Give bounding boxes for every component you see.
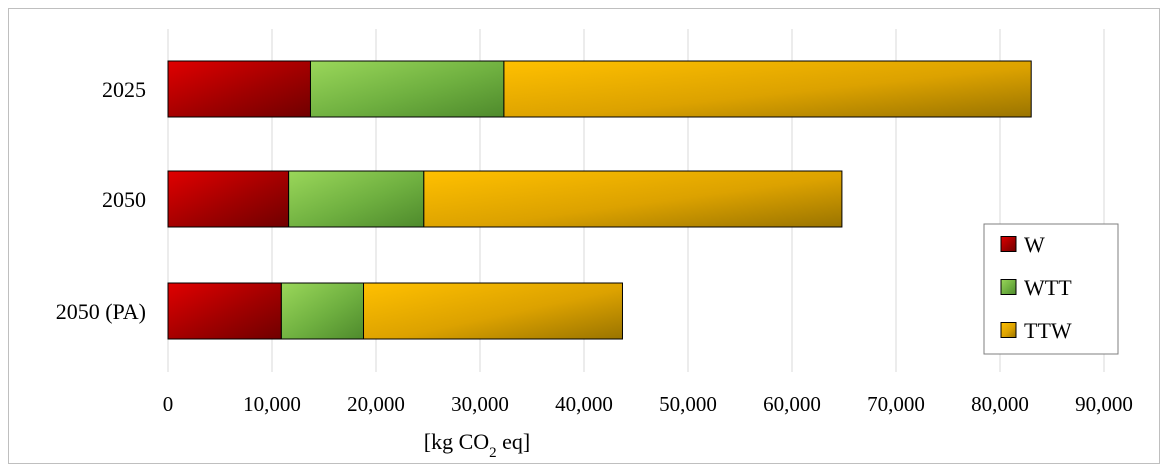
x-tick-label-6: 60,000 — [763, 392, 821, 416]
x-axis-title-subscript: 2 — [489, 445, 497, 461]
x-tick-label-4: 40,000 — [555, 392, 613, 416]
bar-w-1 — [167, 170, 290, 228]
x-tick-labels: 0 10,000 20,000 30,000 40,000 50,000 60,000 70,… — [163, 392, 1133, 416]
legend-swatch-w — [1000, 236, 1017, 252]
category-label-2: 2050 (PA) — [56, 299, 146, 324]
bar-ttw-0 — [503, 60, 1032, 118]
x-axis-title: [kg CO2 eq] — [424, 429, 530, 461]
category-label-1: 2050 — [102, 187, 146, 212]
bar-wtt-2 — [280, 282, 365, 340]
bar-ttw-2 — [363, 282, 623, 340]
x-tick-label-9: 90,000 — [1075, 392, 1133, 416]
x-tick-label-8: 80,000 — [971, 392, 1029, 416]
x-tick-label-1: 10,000 — [243, 392, 301, 416]
category-labels: 2025 2050 2050 (PA) — [56, 77, 146, 324]
stacked-bar-chart: 2025 2050 2050 (PA) 0 10,000 20,000 30,000 40,… — [56, 29, 1133, 461]
x-tick-label-2: 20,000 — [347, 392, 405, 416]
bar-ttw-1 — [423, 170, 843, 228]
x-axis-title-main: [kg CO — [424, 429, 489, 454]
bar-wtt-1 — [288, 170, 425, 228]
legend-label-w: W — [1024, 232, 1045, 257]
x-tick-label-0: 0 — [163, 392, 174, 416]
bars — [167, 60, 1032, 340]
chart-frame: 2025 2050 2050 (PA) 0 10,000 20,000 30,000 40,… — [8, 8, 1160, 464]
x-axis-title-end: eq] — [497, 429, 531, 454]
legend: W WTT TTW — [983, 223, 1119, 355]
legend-swatch-ttw — [1000, 322, 1017, 338]
category-label-0: 2025 — [102, 77, 146, 102]
bar-w-2 — [167, 282, 282, 340]
bar-wtt-0 — [309, 60, 505, 118]
x-tick-label-7: 70,000 — [867, 392, 925, 416]
bar-w-0 — [167, 60, 311, 118]
legend-swatch-wtt — [1000, 279, 1017, 295]
x-tick-label-3: 30,000 — [451, 392, 509, 416]
legend-label-wtt: WTT — [1024, 275, 1072, 300]
x-tick-label-5: 50,000 — [659, 392, 717, 416]
legend-label-ttw: TTW — [1024, 318, 1072, 343]
